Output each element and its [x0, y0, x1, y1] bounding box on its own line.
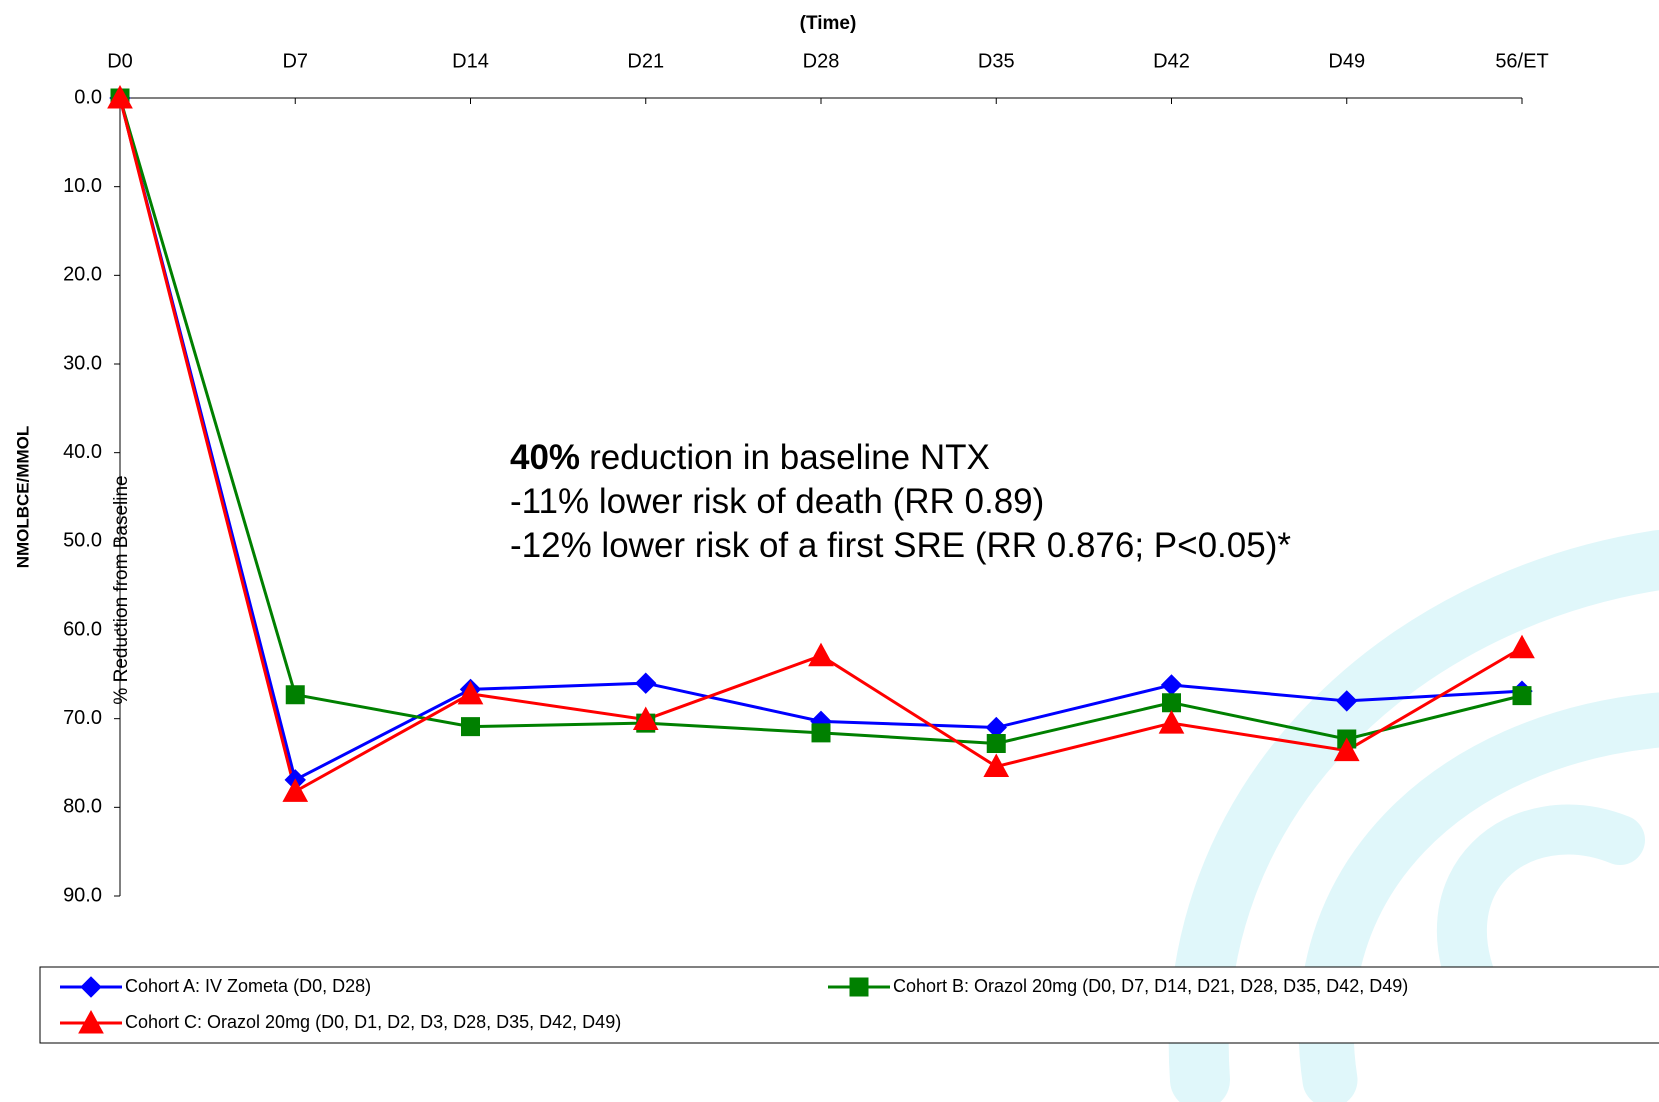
x-tick-label: D14 [452, 50, 489, 72]
legend-marker [850, 978, 868, 996]
data-point [1510, 636, 1534, 658]
y-axis-label-secondary: % Reduction from Baseline [111, 475, 132, 704]
data-point [462, 718, 480, 736]
data-point [1160, 711, 1184, 733]
y-tick-label: 50.0 [63, 530, 102, 552]
x-tick-label: D7 [282, 50, 308, 72]
x-tick-label: D28 [803, 50, 840, 72]
y-tick-label: 30.0 [63, 352, 102, 374]
data-point [283, 779, 307, 801]
y-tick-label: 20.0 [63, 264, 102, 286]
x-tick-label: D35 [978, 50, 1015, 72]
y-tick-label: 70.0 [63, 707, 102, 729]
x-tick-label: D0 [107, 50, 133, 72]
y-axis-label: NMOLBCE/MMOL [13, 426, 32, 569]
y-tick-label: 60.0 [63, 618, 102, 640]
data-point [812, 724, 830, 742]
x-tick-label: 56/ET [1495, 50, 1548, 72]
legend-label: Cohort A: IV Zometa (D0, D28) [125, 976, 371, 996]
legend-label: Cohort B: Orazol 20mg (D0, D7, D14, D21,… [893, 976, 1408, 996]
data-point [286, 686, 304, 704]
data-point [636, 673, 656, 693]
data-point [1162, 675, 1182, 695]
y-tick-label: 80.0 [63, 796, 102, 818]
legend-label: Cohort C: Orazol 20mg (D0, D1, D2, D3, D… [125, 1012, 621, 1032]
annotation-line: -11% lower risk of death (RR 0.89) [510, 482, 1044, 521]
data-point [1163, 694, 1181, 712]
annotation: 40%reduction in baseline NTX -11% lower r… [510, 438, 1291, 565]
annotation-bold: 40% [510, 438, 580, 477]
y-tick-label: 10.0 [63, 175, 102, 197]
y-tick-label: 0.0 [74, 86, 102, 108]
y-tick-label: 40.0 [63, 441, 102, 463]
data-point [1513, 687, 1531, 705]
data-point [809, 644, 833, 666]
y-tick-label: 90.0 [63, 884, 102, 906]
x-tick-label: D49 [1328, 50, 1365, 72]
x-tick-label: D21 [627, 50, 664, 72]
page: (Time) NMOLBCE/MMOL % Reduction from Bas… [0, 0, 1659, 1102]
annotation-line: -12% lower risk of a first SRE (RR 0.876… [510, 526, 1291, 565]
annotation-line: reduction in baseline NTX [589, 438, 990, 477]
x-tick-label: D42 [1153, 50, 1190, 72]
chart-title: (Time) [800, 13, 857, 34]
chart: (Time) NMOLBCE/MMOL % Reduction from Bas… [0, 0, 1659, 1102]
data-point [987, 734, 1005, 752]
